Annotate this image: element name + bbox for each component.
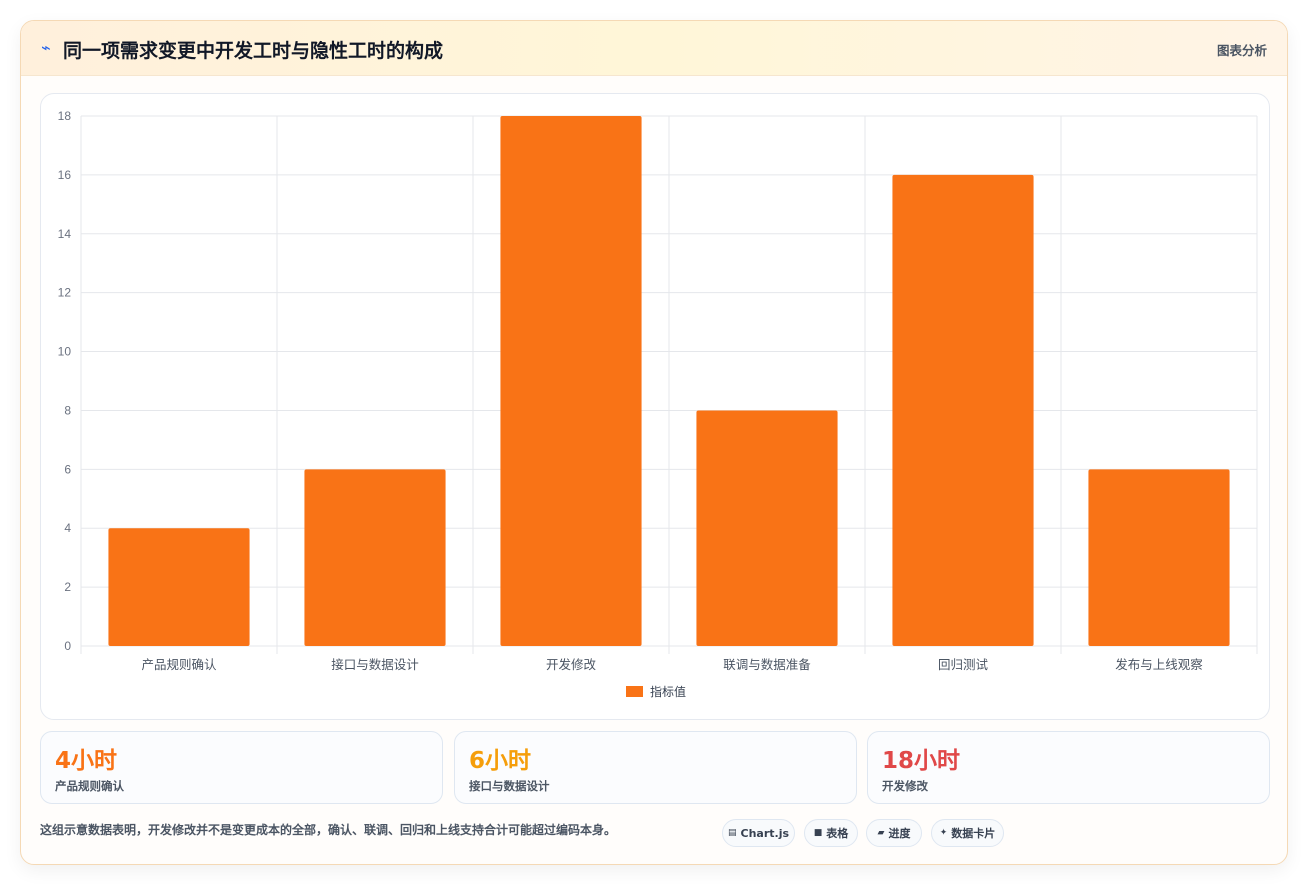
table-icon: ■ xyxy=(813,828,823,838)
y-tick-label: 6 xyxy=(64,462,71,476)
y-tick-label: 14 xyxy=(58,227,72,241)
stat-label: 产品规则确认 xyxy=(55,779,124,793)
chart-analysis-tag: 图表分析 xyxy=(1216,43,1267,58)
card-header: ⌁ 同一项需求变更中开发工时与隐性工时的构成 图表分析 xyxy=(21,21,1287,76)
bar-chart: 0 2 4 6 8 10 12 14 16 18 产品规则确认 接口与数据设计 开发修改 联调与数据准备 回… xyxy=(58,109,1258,699)
sparkle-icon: ✦ xyxy=(939,828,948,838)
chip-label: 表格 xyxy=(826,827,849,840)
bar xyxy=(500,116,642,646)
chart-icon: ▤ xyxy=(727,828,737,838)
chart-container: 0 2 4 6 8 10 12 14 16 18 产品规则确认 接口与数据设计 开发修改 联调与数据准备 回… xyxy=(40,93,1270,720)
y-tick-label: 2 xyxy=(64,580,71,594)
chip-label: 数据卡片 xyxy=(951,827,996,840)
y-tick-label: 10 xyxy=(58,345,72,359)
chip-table[interactable]: ■ 表格 xyxy=(804,819,858,847)
stat-value: 4小时 xyxy=(55,748,118,774)
bar xyxy=(108,528,250,646)
x-tick-label: 发布与上线观察 xyxy=(1115,657,1203,672)
stat-label: 接口与数据设计 xyxy=(469,779,550,793)
y-tick-label: 4 xyxy=(64,521,71,535)
y-tick-label: 8 xyxy=(64,403,71,417)
x-tick-label: 接口与数据设计 xyxy=(331,657,419,672)
stat-card-dev-changes: 18小时 开发修改 xyxy=(867,731,1270,804)
stat-card-interface-design: 6小时 接口与数据设计 xyxy=(454,731,857,804)
chip-label: 进度 xyxy=(888,827,911,840)
x-tick-label: 联调与数据准备 xyxy=(723,657,811,672)
y-tick-label: 12 xyxy=(58,286,72,300)
page-title: 同一项需求变更中开发工时与隐性工时的构成 xyxy=(63,40,444,62)
chip-label: Chart.js xyxy=(740,826,790,840)
chip-data-card[interactable]: ✦ 数据卡片 xyxy=(931,819,1004,847)
lightning-icon: ⌁ xyxy=(41,38,51,57)
y-tick-label: 0 xyxy=(64,639,71,653)
stat-value: 18小时 xyxy=(882,748,961,774)
bar xyxy=(1088,469,1230,646)
stat-value: 6小时 xyxy=(469,748,532,774)
stat-label: 开发修改 xyxy=(882,779,928,793)
legend-label: 指标值 xyxy=(650,684,686,699)
legend-swatch xyxy=(626,686,643,697)
footnote: 这组示意数据表明，开发修改并不是变更成本的全部，确认、联调、回归和上线支持合计可… xyxy=(40,823,617,837)
chip-chartjs[interactable]: ▤ Chart.js xyxy=(722,819,795,847)
y-tick-label: 18 xyxy=(58,109,72,123)
chip-progress[interactable]: ▰ 进度 xyxy=(866,819,922,847)
bar xyxy=(304,469,446,646)
bar xyxy=(696,410,838,646)
bar xyxy=(892,174,1034,646)
stat-card-product-rules: 4小时 产品规则确认 xyxy=(40,731,443,804)
progress-icon: ▰ xyxy=(877,828,885,838)
y-tick-label: 16 xyxy=(58,168,72,182)
x-tick-label: 开发修改 xyxy=(546,657,597,672)
x-tick-label: 回归测试 xyxy=(938,657,989,672)
chart-card: ⌁ 同一项需求变更中开发工时与隐性工时的构成 图表分析 0 2 4 6 8 10 12 14 1… xyxy=(20,20,1288,865)
x-tick-label: 产品规则确认 xyxy=(141,657,217,672)
